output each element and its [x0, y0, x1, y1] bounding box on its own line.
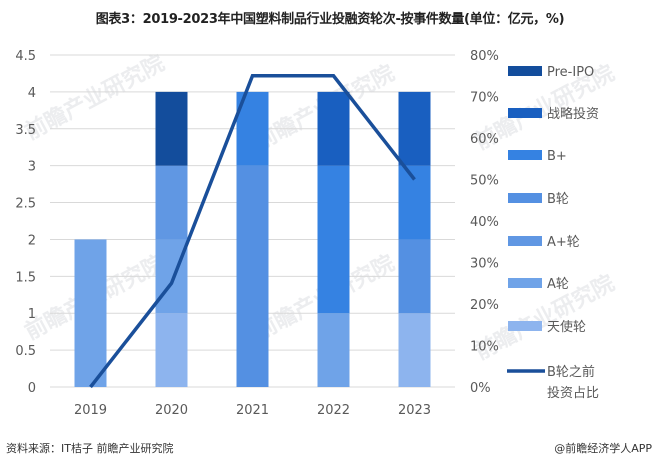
watermark-text: 前瞻产业研究院 — [21, 50, 169, 145]
left-tick-label: 1 — [28, 307, 36, 322]
bar-segment — [398, 239, 431, 314]
right-tick-label: 80% — [470, 49, 499, 64]
right-tick-label: 40% — [470, 215, 499, 230]
left-tick-label: 3.5 — [15, 123, 36, 138]
x-axis: 2019 2020 2021 2022 2023 — [74, 403, 431, 418]
x-tick-label: 2019 — [74, 403, 107, 418]
right-tick-label: 0% — [470, 381, 491, 396]
chart-title: 图表3：2019-2023年中国塑料制品行业投融资轮次-按事件数量(单位：亿元，… — [95, 12, 565, 27]
right-tick-label: 60% — [470, 132, 499, 147]
legend-label: 天使轮 — [547, 319, 586, 335]
bar-segment — [155, 313, 188, 387]
left-tick-label: 0 — [28, 381, 36, 396]
legend-label: A+轮 — [547, 235, 580, 250]
x-tick-label: 2023 — [398, 403, 431, 418]
left-tick-label: 1.5 — [15, 270, 36, 285]
legend-swatch — [508, 108, 542, 118]
left-tick-label: 4.5 — [15, 49, 36, 64]
left-tick-label: 2 — [28, 233, 36, 248]
right-tick-label: 50% — [470, 174, 499, 189]
right-tick-label: 70% — [470, 91, 499, 106]
bar-segment — [317, 313, 350, 387]
legend-label: B+ — [547, 149, 567, 164]
legend-label: A轮 — [547, 277, 569, 292]
x-tick-label: 2021 — [236, 403, 269, 418]
left-axis: 0 0.5 1 1.5 2 2.5 3 3.5 4 4.5 — [15, 49, 36, 396]
bar-segment — [317, 165, 350, 314]
x-tick-label: 2020 — [155, 403, 188, 418]
legend-label: 战略投资 — [547, 106, 599, 122]
legend-swatch — [508, 193, 542, 203]
left-tick-label: 2.5 — [15, 197, 36, 212]
legend-swatch — [508, 278, 542, 288]
legend-swatch — [508, 236, 542, 246]
right-tick-label: 30% — [470, 257, 499, 272]
legend-swatch — [508, 66, 542, 76]
legend-label: 投资占比 — [547, 385, 599, 401]
legend-label: B轮之前 — [547, 364, 595, 380]
legend-swatch — [508, 150, 542, 160]
bar-segment — [236, 165, 269, 387]
x-tick-label: 2022 — [317, 403, 350, 418]
source-note: 资料来源：IT桔子 前瞻产业研究院 — [6, 442, 174, 455]
left-tick-label: 4 — [28, 86, 36, 101]
bar-segment — [398, 313, 431, 387]
credit-note: @前瞻经济学人APP — [554, 442, 652, 455]
line-path — [89, 74, 416, 389]
bar-segment — [155, 165, 188, 240]
left-tick-label: 3 — [28, 160, 36, 175]
legend-swatch — [508, 321, 542, 331]
bar-segment — [155, 91, 188, 166]
line-series — [89, 74, 416, 389]
left-tick-label: 0.5 — [15, 344, 36, 359]
right-tick-label: 20% — [470, 298, 499, 313]
bar-segment — [74, 239, 107, 387]
legend-label: Pre-IPO — [547, 65, 594, 80]
right-tick-label: 10% — [470, 340, 499, 355]
bar-segment — [317, 91, 350, 166]
legend-label: B轮 — [547, 192, 569, 207]
bar-segment — [398, 91, 431, 166]
right-axis: 0% 10% 20% 30% 40% 50% 60% 70% 80% — [470, 49, 499, 396]
